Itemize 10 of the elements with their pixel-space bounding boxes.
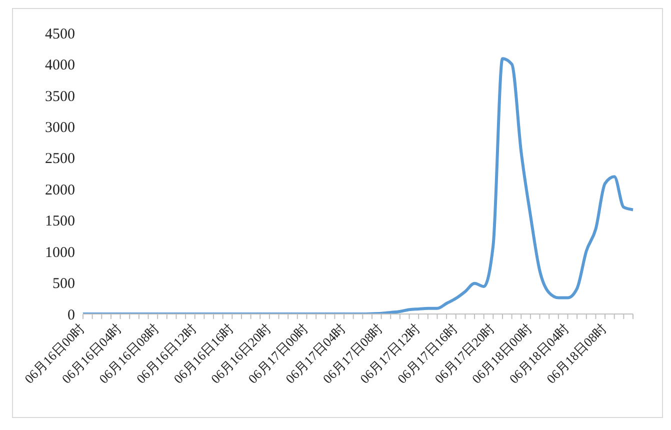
y-tick-label: 2000 (45, 182, 75, 198)
y-tick-label: 4500 (45, 26, 75, 42)
y-tick-label: 3000 (45, 120, 75, 136)
y-tick-label: 1500 (45, 214, 75, 230)
y-tick-label: 4000 (45, 58, 75, 74)
y-tick-label: 500 (52, 276, 75, 292)
y-tick-label: 0 (68, 307, 75, 324)
y-tick-label: 1000 (45, 244, 75, 261)
y-tick-label: 3500 (45, 88, 75, 105)
y-tick-label: 2500 (45, 151, 75, 168)
